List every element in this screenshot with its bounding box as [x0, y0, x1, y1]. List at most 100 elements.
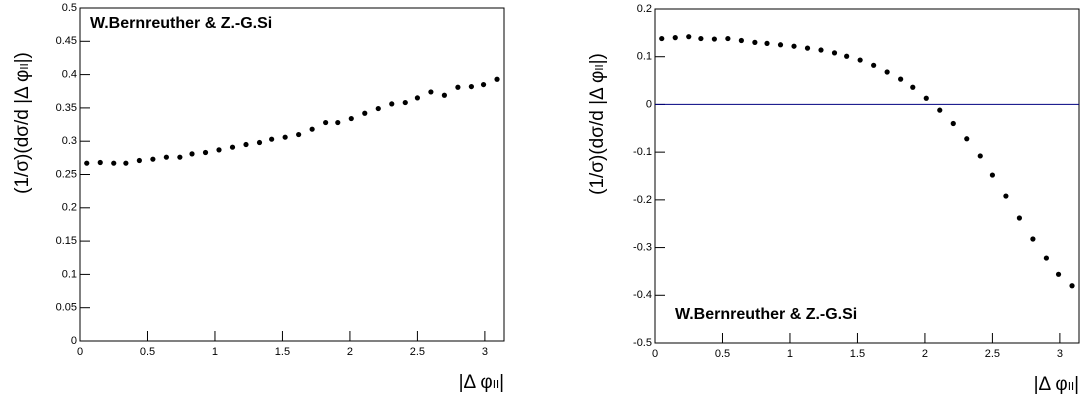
y-tick-label: 0.4	[62, 69, 77, 81]
point	[672, 35, 678, 41]
point	[752, 39, 758, 46]
x-tick-label: 0	[77, 346, 83, 358]
y-tick-label: 0	[646, 98, 652, 110]
point	[269, 136, 275, 142]
point	[177, 154, 183, 160]
point	[950, 120, 956, 127]
point	[123, 160, 129, 166]
annotation: W.Bernreuther & Z.-G.Si	[675, 306, 857, 323]
point	[1003, 193, 1009, 199]
y-tick-label: 0.2	[62, 202, 77, 214]
y-tick-label: 0	[71, 335, 77, 347]
x-tick-label: 0	[652, 348, 658, 360]
x-tick-label: 1	[212, 346, 218, 358]
x-axis-label: |Δ φₗₗ|	[459, 372, 504, 393]
point	[402, 99, 408, 106]
point	[791, 43, 797, 49]
point	[428, 89, 434, 95]
x-tick-label: 2.5	[410, 346, 425, 358]
point	[202, 149, 209, 156]
point	[964, 136, 970, 142]
point	[844, 53, 850, 59]
y-tick-label: 0.05	[56, 302, 77, 314]
y-tick-label: 0.45	[56, 35, 77, 47]
y-tick-label: 0.15	[56, 235, 77, 247]
y-tick-label: 0.5	[62, 2, 77, 14]
point	[884, 69, 890, 75]
point	[1030, 236, 1036, 242]
y-axis-label: (1/σ)(dσ/d |Δ φₗₗ|)	[587, 53, 608, 195]
point	[189, 151, 195, 157]
y-tick-label: -0.4	[633, 289, 652, 301]
point	[738, 37, 744, 44]
y-tick-label: 0.25	[56, 168, 77, 180]
point	[480, 81, 487, 88]
x-tick-label: 3	[482, 346, 488, 358]
point	[898, 76, 904, 82]
y-tick-label: 0.35	[56, 102, 77, 114]
point	[389, 101, 395, 107]
point	[163, 154, 169, 160]
point	[989, 172, 996, 178]
point	[818, 47, 824, 53]
y-tick-label: 0.2	[637, 3, 652, 15]
point	[686, 34, 692, 40]
point	[977, 153, 983, 159]
point	[659, 35, 665, 42]
point	[216, 147, 222, 153]
annotation: W.Bernreuther & Z.-G.Si	[90, 15, 272, 32]
x-tick-label: 0.5	[140, 346, 155, 358]
point	[348, 115, 354, 122]
point	[455, 84, 461, 90]
x-tick-label: 2	[347, 346, 353, 358]
point	[725, 35, 731, 42]
y-tick-label: -0.2	[633, 194, 652, 206]
y-tick-label: 0.3	[62, 135, 77, 147]
point	[777, 42, 784, 48]
y-tick-label: 0.1	[637, 51, 652, 63]
point	[831, 50, 838, 56]
point	[136, 157, 142, 164]
point	[335, 119, 341, 126]
point	[1016, 215, 1023, 221]
point	[296, 131, 302, 138]
y-tick-label: 0.1	[62, 268, 77, 280]
x-axis-label: |Δ φₗₗ|	[1034, 374, 1079, 395]
y-tick-label: -0.3	[633, 241, 652, 253]
point	[1055, 271, 1062, 277]
x-tick-label: 2	[922, 348, 928, 360]
x-tick-label: 1	[787, 348, 793, 360]
x-tick-label: 2.5	[985, 348, 1000, 360]
x-tick-label: 0.5	[715, 348, 730, 360]
plot-frame	[79, 7, 505, 342]
point	[229, 144, 236, 150]
y-tick-label: -0.5	[633, 337, 652, 349]
point	[97, 159, 103, 166]
point	[937, 107, 943, 113]
point	[111, 160, 117, 166]
point	[804, 45, 811, 51]
point	[414, 95, 421, 101]
point	[1043, 255, 1049, 261]
point	[362, 110, 368, 116]
point	[441, 92, 448, 98]
y-axis-label: (1/σ)(dσ/d |Δ φₗₗ|)	[12, 52, 33, 194]
point	[323, 119, 329, 126]
y-tick-label: -0.1	[633, 146, 652, 158]
point	[282, 134, 288, 140]
point	[309, 126, 315, 132]
point	[84, 160, 90, 166]
x-tick-label: 3	[1057, 348, 1063, 360]
point	[375, 105, 381, 112]
point	[711, 36, 717, 42]
point	[1069, 283, 1075, 289]
point	[857, 57, 863, 63]
point	[494, 76, 500, 82]
point	[256, 139, 263, 146]
point	[923, 95, 929, 101]
point	[468, 83, 474, 90]
x-tick-label: 1.5	[850, 348, 865, 360]
point	[910, 84, 916, 90]
